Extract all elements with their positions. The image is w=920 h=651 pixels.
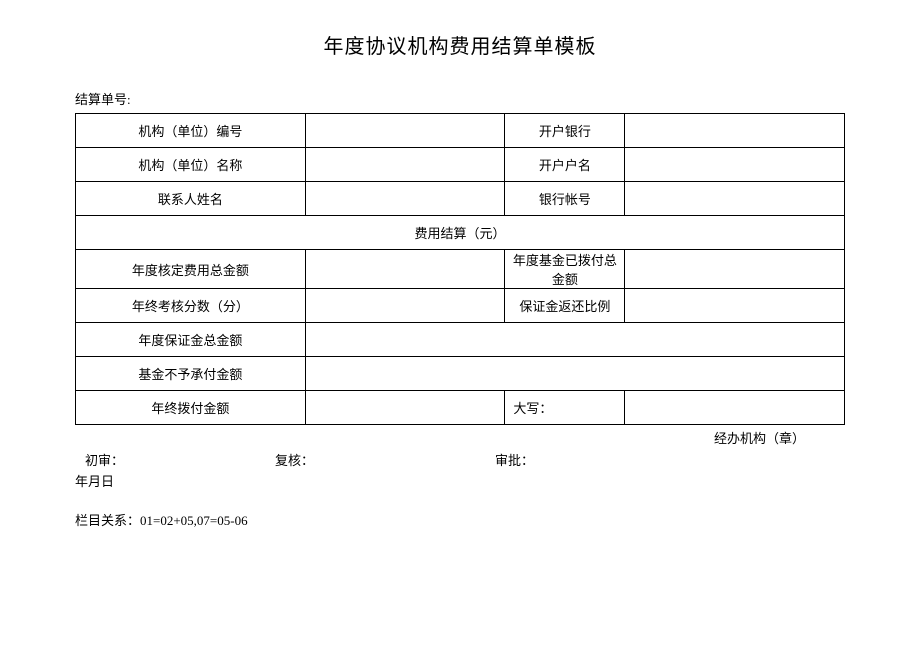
fund-not-paid-label: 基金不予承付金额 bbox=[76, 357, 306, 391]
account-name-value bbox=[625, 148, 845, 182]
date-label: 年月日 bbox=[75, 471, 845, 490]
bank-value bbox=[625, 114, 845, 148]
page-title: 年度协议机构费用结算单模板 bbox=[75, 30, 845, 59]
annual-approved-fee-label: 年度核定费用总金额 bbox=[76, 250, 306, 289]
agency-stamp-label: 经办机构（章） bbox=[75, 428, 845, 447]
year-end-score-value bbox=[305, 289, 505, 323]
bank-account-value bbox=[625, 182, 845, 216]
org-name-label: 机构（单位）名称 bbox=[76, 148, 306, 182]
table-row: 机构（单位）名称 开户户名 bbox=[76, 148, 845, 182]
year-end-payment-value bbox=[305, 391, 505, 425]
year-end-payment-label: 年终拨付金额 bbox=[76, 391, 306, 425]
table-row: 年度保证金总金额 bbox=[76, 323, 845, 357]
signature-row: 初审： 复核： 审批： bbox=[75, 450, 845, 469]
table-row: 年终拨付金额 大写： bbox=[76, 391, 845, 425]
account-name-label: 开户户名 bbox=[505, 148, 625, 182]
deposit-return-ratio-value bbox=[625, 289, 845, 323]
contact-name-label: 联系人姓名 bbox=[76, 182, 306, 216]
org-number-value bbox=[305, 114, 505, 148]
column-relation-label: 栏目关系：01=02+05,07=05-06 bbox=[75, 510, 845, 529]
table-row: 联系人姓名 银行帐号 bbox=[76, 182, 845, 216]
contact-name-value bbox=[305, 182, 505, 216]
settlement-table: 机构（单位）编号 开户银行 机构（单位）名称 开户户名 联系人姓名 银行帐号 费… bbox=[75, 113, 845, 425]
approval-label: 审批： bbox=[495, 450, 695, 469]
bank-account-label: 银行帐号 bbox=[505, 182, 625, 216]
annual-approved-fee-value bbox=[305, 250, 505, 289]
table-row: 年度核定费用总金额 年度基金已拨付总金额 bbox=[76, 250, 845, 289]
bank-label: 开户银行 bbox=[505, 114, 625, 148]
annual-fund-paid-value bbox=[625, 250, 845, 289]
capital-amount-label: 大写： bbox=[505, 391, 625, 425]
table-row: 基金不予承付金额 bbox=[76, 357, 845, 391]
table-row: 年终考核分数（分） 保证金返还比例 bbox=[76, 289, 845, 323]
annual-deposit-total-label: 年度保证金总金额 bbox=[76, 323, 306, 357]
fund-not-paid-value bbox=[305, 357, 844, 391]
table-row: 机构（单位）编号 开户银行 bbox=[76, 114, 845, 148]
settlement-number-label: 结算单号: bbox=[75, 89, 845, 108]
org-name-value bbox=[305, 148, 505, 182]
deposit-return-ratio-label: 保证金返还比例 bbox=[505, 289, 625, 323]
second-review-label: 复核： bbox=[275, 450, 495, 469]
annual-deposit-total-value bbox=[305, 323, 844, 357]
org-number-label: 机构（单位）编号 bbox=[76, 114, 306, 148]
annual-fund-paid-label: 年度基金已拨付总金额 bbox=[505, 250, 625, 289]
first-review-label: 初审： bbox=[75, 450, 275, 469]
section-header-row: 费用结算（元） bbox=[76, 216, 845, 250]
capital-amount-value bbox=[625, 391, 845, 425]
year-end-score-label: 年终考核分数（分） bbox=[76, 289, 306, 323]
fee-settlement-header: 费用结算（元） bbox=[76, 216, 845, 250]
